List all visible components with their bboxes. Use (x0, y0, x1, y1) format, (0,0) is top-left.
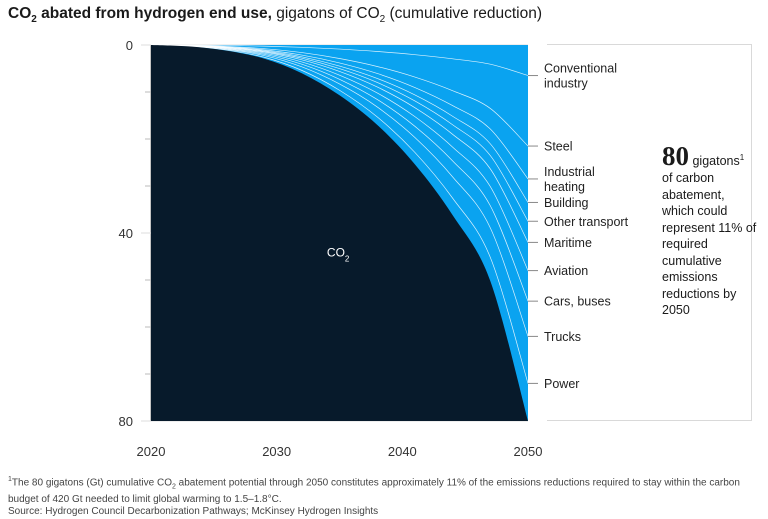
x-tick-label: 2020 (137, 444, 166, 459)
footnote-note: 1The 80 gigatons (Gt) cumulative CO2 aba… (8, 474, 758, 506)
category-label: Industrial (544, 165, 595, 179)
title-bold-sub: 2 (31, 14, 37, 26)
y-tick-label: 0 (126, 38, 133, 53)
category-label: Maritime (544, 236, 592, 250)
category-label: Cars, buses (544, 295, 611, 309)
x-tick-label: 2030 (262, 444, 291, 459)
footnote-mark: 1 (8, 476, 12, 483)
title-light-sub: 2 (379, 14, 386, 26)
footnote-sub: 2 (171, 483, 176, 491)
callout: 80 gigatons1 of carbon abatement, which … (662, 142, 762, 319)
y-tick-label: 80 (119, 414, 133, 429)
chart-title: CO2 abated from hydrogen end use, gigato… (8, 5, 542, 25)
title-bold-prefix: CO (8, 5, 32, 22)
callout-number: 80 (662, 141, 689, 171)
x-tick-label: 2050 (514, 444, 543, 459)
title-bold-suffix: abated from hydrogen end use, (36, 5, 272, 22)
category-label: Steel (544, 140, 573, 154)
footnote-part1: The 80 gigatons (Gt) cumulative CO (11, 477, 172, 489)
stream-line (150, 44, 529, 337)
category-label: Building (544, 196, 589, 210)
footnote-part2: abatement potential through 2050 constit… (8, 477, 740, 505)
y-axis: 0 40 80 (119, 38, 133, 429)
footnote-source: Source: Hydrogen Council Decarbonization… (8, 506, 379, 518)
category-label: Power (544, 377, 579, 391)
footnote: 1The 80 gigatons (Gt) cumulative CO2 aba… (8, 474, 758, 519)
co2-area-label-sub: 2 (345, 254, 350, 263)
callout-text: of carbon abatement, which could represe… (662, 171, 757, 317)
x-axis: 2020 2030 2040 2050 (137, 444, 543, 459)
co2-area-label: CO2 (327, 246, 350, 264)
callout-unit: gigatons (692, 154, 740, 168)
category-label: Trucks (544, 330, 581, 344)
stream-line (150, 44, 529, 147)
abatement-chart: CO2 0 40 80 2020 2030 2040 2050 Conventionali… (119, 38, 629, 459)
x-tick-label: 2040 (388, 444, 417, 459)
stream-line (150, 44, 529, 76)
category-label: Conventional (544, 62, 617, 76)
category-label: Other transport (544, 215, 629, 229)
callout-footnote-mark: 1 (739, 152, 745, 162)
stream-lines (150, 44, 529, 384)
stream-line (150, 44, 529, 302)
category-label: industry (544, 77, 589, 91)
category-label: Aviation (544, 264, 588, 278)
category-label: heating (544, 180, 585, 194)
stream-line (150, 44, 529, 384)
y-tick-label: 40 (119, 226, 133, 241)
co2-area (151, 45, 528, 421)
title-light-suffix: (cumulative reduction) (385, 5, 543, 22)
title-light-prefix: gigatons of CO (271, 5, 380, 22)
callout-frame (547, 44, 752, 421)
co2-area-label-text: CO (327, 246, 345, 260)
